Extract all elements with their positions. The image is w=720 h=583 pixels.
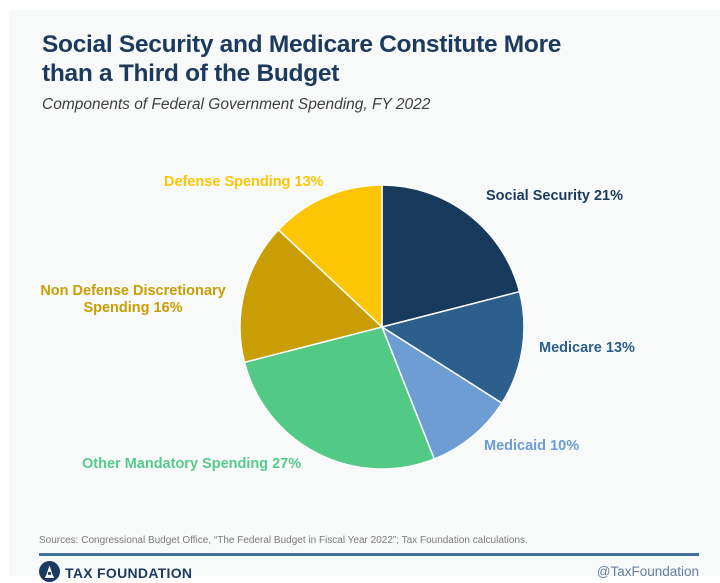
pie-slice-defense-spending [277,184,383,328]
page-title: Social Security and Medicare Constitute … [42,30,642,88]
pie-slice-other-mandatory-spending [243,326,436,470]
pie-label-social-security: Social Security 21% [486,188,624,204]
pie-slice-medicare [381,290,525,404]
footer-brand-row: TAX FOUNDATION @TaxFoundation [39,561,699,583]
sources-note: Sources: Congressional Budget Office, “T… [39,535,528,546]
pie-label-other-mandatory-spending: Other Mandatory Spending 27% [82,456,302,472]
pie-label-non-defense-discretionary-spending: Non Defense Discretionary Spending 16% [40,283,226,316]
pie-label-medicaid: Medicaid 10% [484,438,580,454]
brand-name: TAX FOUNDATION [65,565,193,581]
pie-label-medicare: Medicare 13% [539,340,635,356]
page-title-line1: Social Security and Medicare Constitute … [42,31,562,58]
pie-slice-medicaid [381,326,503,460]
pie-slice-non-defense-discretionary-spending [239,229,383,364]
page-title-line2: than a Third of the Budget [42,60,340,87]
pie-chart [239,184,525,470]
pie-label-defense-spending: Defense Spending 13% [164,174,324,190]
twitter-handle: @TaxFoundation [596,564,699,579]
page-subtitle: Components of Federal Government Spendin… [42,96,431,113]
tax-foundation-logo-icon [39,561,60,582]
infographic-card: Social Security and Medicare Constitute … [9,10,720,582]
footer-divider [39,553,699,556]
pie-slice-social-security [381,184,521,328]
